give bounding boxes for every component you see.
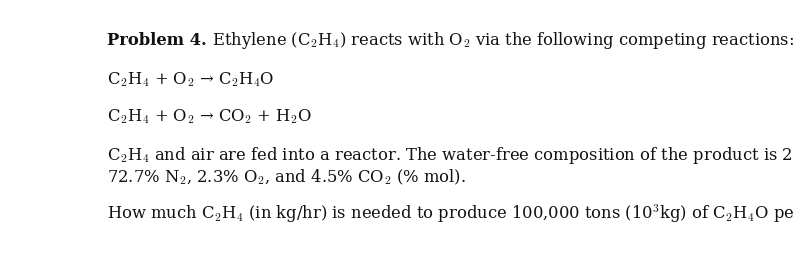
- Text: C$_{2}$H$_{4}$ + O$_{2}$ → C$_{2}$H$_{4}$O: C$_{2}$H$_{4}$ + O$_{2}$ → C$_{2}$H$_{4}…: [107, 70, 275, 89]
- Text: Ethylene (C$_{2}$H$_{4}$) reacts with O$_{2}$ via the following competing reacti: Ethylene (C$_{2}$H$_{4}$) reacts with O$…: [207, 30, 794, 51]
- Text: C$_{2}$H$_{4}$ and air are fed into a reactor. The water-free composition of the: C$_{2}$H$_{4}$ and air are fed into a re…: [107, 145, 794, 166]
- Text: Problem 4.: Problem 4.: [107, 32, 207, 49]
- Text: C$_{2}$H$_{4}$ + O$_{2}$ → CO$_{2}$ + H$_{2}$O: C$_{2}$H$_{4}$ + O$_{2}$ → CO$_{2}$ + H$…: [107, 107, 312, 126]
- Text: 72.7% N$_{2}$, 2.3% O$_{2}$, and 4.5% CO$_{2}$ (% mol).: 72.7% N$_{2}$, 2.3% O$_{2}$, and 4.5% CO…: [107, 168, 466, 187]
- Text: How much C$_{2}$H$_{4}$ (in kg/hr) is needed to produce 100,000 tons (10$^{3}$kg: How much C$_{2}$H$_{4}$ (in kg/hr) is ne…: [107, 202, 794, 225]
